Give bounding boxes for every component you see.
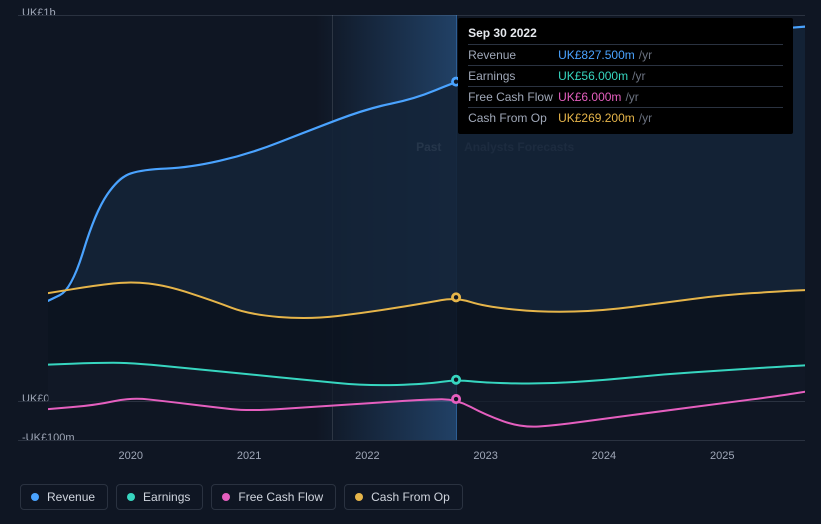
legend-label: Earnings — [143, 490, 190, 504]
earnings-forecast-chart: UK£1bUK£0-UK£100m Past Analysts Forecast… — [0, 0, 821, 524]
tooltip-row-unit: /yr — [625, 90, 638, 104]
tooltip-row-value: UK£269.200m — [558, 111, 635, 125]
tooltip-row-label: Free Cash Flow — [468, 90, 558, 104]
tooltip-row: RevenueUK£827.500m/yr — [468, 44, 783, 65]
legend-label: Free Cash Flow — [238, 490, 323, 504]
legend-label: Revenue — [47, 490, 95, 504]
x-tick-label: 2024 — [592, 450, 616, 462]
tooltip-date: Sep 30 2022 — [468, 26, 783, 44]
tooltip-row-label: Revenue — [468, 48, 558, 62]
chart-tooltip: Sep 30 2022 RevenueUK£827.500m/yrEarning… — [458, 18, 793, 134]
x-tick-label: 2021 — [237, 450, 261, 462]
tooltip-row-label: Earnings — [468, 69, 558, 83]
legend-item-cashop[interactable]: Cash From Op — [344, 484, 463, 510]
tooltip-row-value: UK£827.500m — [558, 48, 635, 62]
x-tick-label: 2020 — [119, 450, 143, 462]
legend-item-revenue[interactable]: Revenue — [20, 484, 108, 510]
tooltip-row: Cash From OpUK£269.200m/yr — [468, 107, 783, 128]
tooltip-row-unit: /yr — [632, 69, 645, 83]
x-tick-label: 2022 — [355, 450, 379, 462]
tooltip-row-unit: /yr — [639, 48, 652, 62]
tooltip-row-value: UK£56.000m — [558, 69, 628, 83]
x-tick-label: 2023 — [473, 450, 497, 462]
y-tick-label: UK£1b — [0, 7, 45, 19]
legend-dot-icon — [127, 493, 135, 501]
tooltip-row: EarningsUK£56.000m/yr — [468, 65, 783, 86]
chart-legend: Revenue Earnings Free Cash Flow Cash From O… — [20, 484, 463, 510]
legend-dot-icon — [355, 493, 363, 501]
tooltip-row-label: Cash From Op — [468, 111, 558, 125]
legend-item-fcf[interactable]: Free Cash Flow — [211, 484, 336, 510]
tooltip-row-value: UK£6.000m — [558, 90, 621, 104]
x-tick-label: 2025 — [710, 450, 734, 462]
gridline — [18, 440, 805, 441]
tooltip-row: Free Cash FlowUK£6.000m/yr — [468, 86, 783, 107]
tooltip-row-unit: /yr — [639, 111, 652, 125]
legend-item-earnings[interactable]: Earnings — [116, 484, 203, 510]
legend-dot-icon — [31, 493, 39, 501]
legend-dot-icon — [222, 493, 230, 501]
legend-label: Cash From Op — [371, 490, 450, 504]
y-tick-label: -UK£100m — [0, 432, 45, 444]
y-tick-label: UK£0 — [0, 393, 45, 405]
